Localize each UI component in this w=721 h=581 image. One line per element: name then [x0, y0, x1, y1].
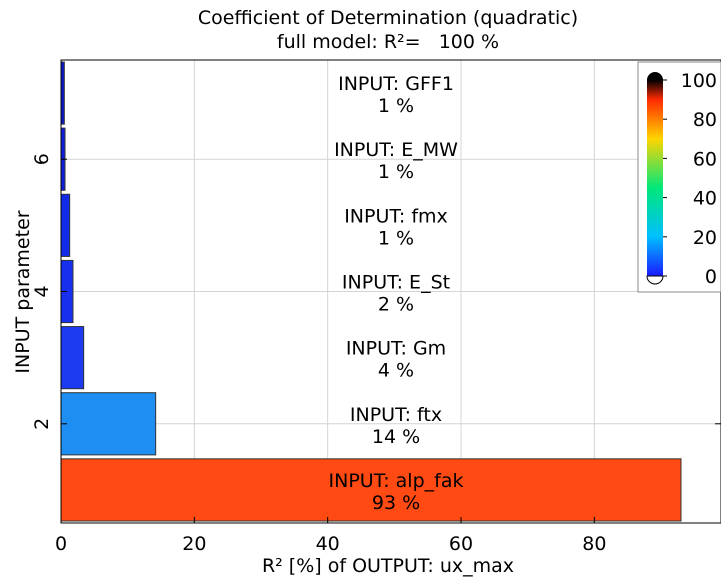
bar-percent-label: 1 %	[378, 227, 414, 249]
x-tick-label: 80	[582, 533, 606, 555]
colorbar-top-cap	[647, 72, 663, 80]
bar-name-label: INPUT: fmx	[344, 205, 448, 227]
y-axis-ticks: 2 4 6	[31, 153, 721, 430]
x-tick-label: 0	[55, 533, 67, 555]
bar	[60, 193, 71, 257]
bar-percent-label: 14 %	[372, 426, 420, 448]
bar-name-label: INPUT: E_St	[342, 272, 450, 294]
x-tick-label: 20	[182, 533, 206, 555]
bar	[60, 326, 85, 390]
y-axis-label: INPUT parameter	[12, 210, 34, 373]
bar-name-label: INPUT: Gm	[346, 338, 446, 360]
bar-name-label: INPUT: ftx	[350, 404, 442, 426]
colorbar-tick-label: 40	[693, 188, 717, 210]
bar-name-label: INPUT: alp_fak	[329, 470, 464, 492]
bar-percent-label: 1 %	[378, 161, 414, 183]
x-tick-label: 60	[449, 533, 473, 555]
bar-percent-label: 2 %	[378, 294, 414, 316]
bar-percent-label: 93 %	[372, 492, 420, 514]
bar-percent-label: 1 %	[378, 95, 414, 117]
bar	[60, 392, 157, 456]
gridlines	[61, 60, 721, 523]
bar-name-label: INPUT: E_MW	[334, 139, 458, 161]
colorbar: 0 20 40 60 80 100	[637, 61, 721, 293]
colorbar-tick-label: 20	[693, 227, 717, 249]
colorbar-tick-label: 100	[681, 70, 717, 92]
chart-subtitle: full model: R²= 100 %	[277, 31, 499, 53]
y-tick-label: 2	[31, 418, 53, 430]
colorbar-tick-label: 60	[693, 148, 717, 170]
y-tick-label: 4	[31, 285, 53, 297]
y-tick-label: 6	[31, 153, 53, 165]
x-axis-ticks: 0 20 40 60 80	[55, 517, 606, 555]
bar-percent-label: 4 %	[378, 360, 414, 382]
colorbar-tick-label: 80	[693, 109, 717, 131]
colorbar-bottom-cap	[646, 275, 664, 285]
bar-name-label: INPUT: GFF1	[338, 73, 454, 95]
x-axis-label: R² [%] of OUTPUT: ux_max	[262, 555, 514, 577]
chart-title: Coefficient of Determination (quadratic)	[198, 7, 578, 29]
bars	[60, 61, 682, 522]
colorbar-ticks: 0 20 40 60 80 100	[663, 70, 717, 288]
x-tick-label: 40	[316, 533, 340, 555]
colorbar-gradient	[647, 80, 663, 276]
colorbar-tick-label: 0	[705, 266, 717, 288]
